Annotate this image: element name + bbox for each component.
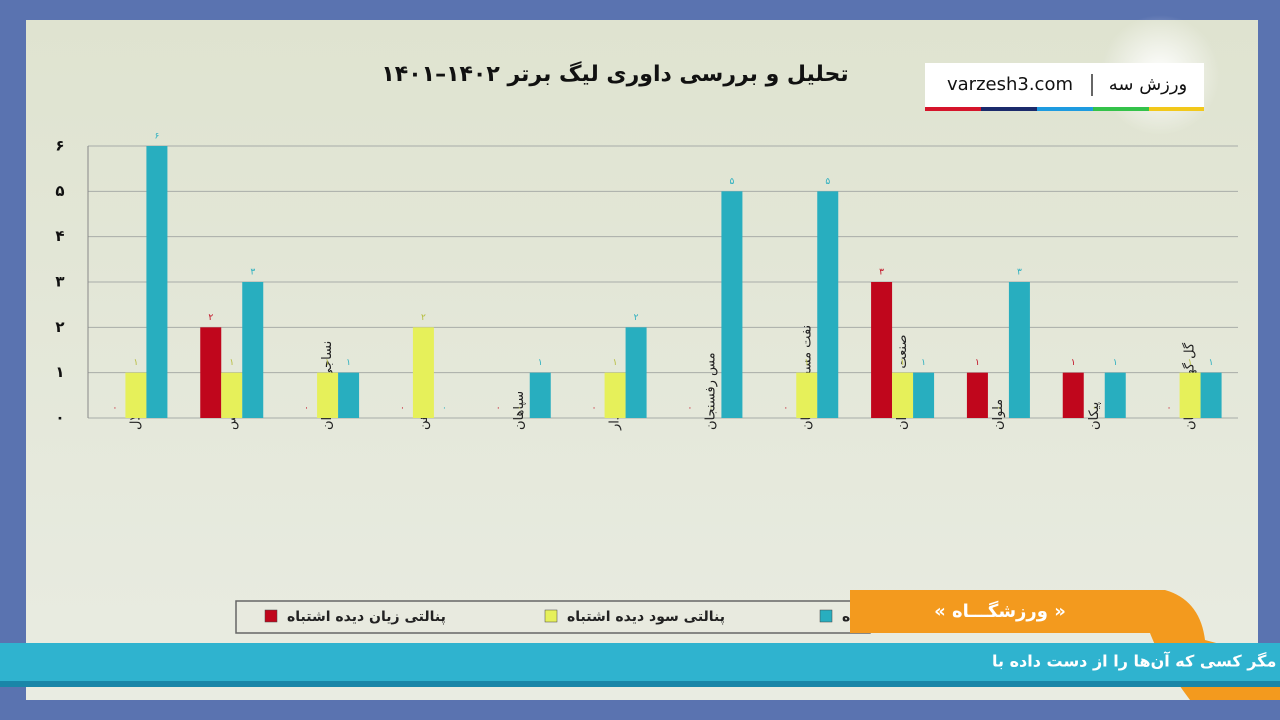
value-label: ۱ xyxy=(1188,358,1193,368)
y-tick-label: ۲ xyxy=(55,318,64,336)
logo-stripe xyxy=(1149,107,1204,111)
value-label: ۰ xyxy=(442,404,447,414)
bar xyxy=(146,146,168,418)
value-label: ۱ xyxy=(229,358,234,368)
legend-label: پنالتی سود دیده اشتباه xyxy=(567,609,725,625)
value-label: ۱ xyxy=(975,358,980,368)
logo-stripe xyxy=(1093,107,1149,111)
value-label: ۰ xyxy=(592,404,597,414)
value-label: ۰ xyxy=(996,404,1001,414)
x-tick-label: ملوان xyxy=(991,399,1006,430)
y-tick-label: ۶ xyxy=(55,137,64,155)
value-label: ۰ xyxy=(708,404,713,414)
legend-swatch xyxy=(544,609,558,623)
value-label: ۳ xyxy=(250,268,255,278)
logo-stripe xyxy=(981,107,1037,111)
value-label: ۱ xyxy=(921,358,926,368)
value-label: ۱ xyxy=(325,358,330,368)
legend-swatch xyxy=(819,609,833,623)
bar xyxy=(604,372,626,418)
bar xyxy=(412,327,434,418)
value-label: ۲ xyxy=(634,313,639,323)
value-label: ۱ xyxy=(538,358,543,368)
logo-name: ورزش سه xyxy=(1109,74,1188,95)
bar xyxy=(125,372,147,418)
logo-stripe xyxy=(1037,107,1093,111)
value-label: ۰ xyxy=(1167,404,1172,414)
value-label: ۰ xyxy=(304,404,309,414)
bar xyxy=(892,372,914,418)
bar xyxy=(338,372,360,418)
value-label: ۰ xyxy=(400,404,405,414)
y-tick-label: ۱ xyxy=(55,363,64,381)
bar xyxy=(625,327,647,418)
ticker-edge xyxy=(0,681,1280,687)
value-label: ۰ xyxy=(496,404,501,414)
legend-swatch xyxy=(264,609,278,623)
bar xyxy=(796,372,818,418)
bar xyxy=(1200,372,1222,418)
bar xyxy=(871,282,893,418)
x-tick-label: مس رفسنجان xyxy=(703,352,718,430)
value-label: ۱ xyxy=(900,358,905,368)
x-tick-label: سپاهان xyxy=(512,391,527,430)
value-label: ۰ xyxy=(687,404,692,414)
value-label: ۱ xyxy=(133,358,138,368)
ticker-text: امام علی علیه السلام: دو نعمت است که ارز… xyxy=(992,651,1280,671)
value-label: ۱ xyxy=(1209,358,1214,368)
value-label: ۵ xyxy=(729,177,734,187)
y-tick-label: ۰ xyxy=(55,409,64,427)
value-label: ۲ xyxy=(208,313,213,323)
legend: پنالتی زیان دیده اشتباه پنالتی سود دیده ا… xyxy=(264,609,857,625)
bar xyxy=(242,282,264,418)
bar xyxy=(721,191,743,418)
value-label: ۱ xyxy=(804,358,809,368)
bar xyxy=(1062,372,1084,418)
value-label: ۳ xyxy=(1017,268,1022,278)
logo-stripe xyxy=(925,107,981,111)
value-label: ۶ xyxy=(154,132,159,142)
y-tick-label: ۵ xyxy=(55,182,64,200)
bar xyxy=(200,327,222,418)
value-label: ۲ xyxy=(421,313,426,323)
value-label: ۰ xyxy=(112,404,117,414)
bar xyxy=(1104,372,1126,418)
y-tick-label: ۳ xyxy=(55,273,64,291)
program-title: « ورزشگـــاه » xyxy=(934,600,1066,622)
value-label: ۵ xyxy=(825,177,830,187)
x-tick-label: پیکان xyxy=(1087,401,1102,430)
value-label: ۳ xyxy=(879,268,884,278)
value-label: ۰ xyxy=(517,404,522,414)
value-label: ۱ xyxy=(613,358,618,368)
value-label: ۱ xyxy=(1113,358,1118,368)
bar xyxy=(913,372,935,418)
value-label: ۱ xyxy=(346,358,351,368)
bar xyxy=(317,372,339,418)
chart-title: تحلیل و بررسی داوری لیگ برتر ۱۴۰۲–۱۴۰۱ xyxy=(381,60,848,87)
bar xyxy=(221,372,243,418)
bar xyxy=(817,191,839,418)
bar xyxy=(529,372,551,418)
bar xyxy=(1179,372,1201,418)
logo-site: varzesh3.com xyxy=(947,74,1073,95)
legend-label: پنالتی زیان دیده اشتباه xyxy=(287,609,446,625)
value-label: ۱ xyxy=(1071,358,1076,368)
logo-box xyxy=(925,63,1204,107)
value-label: ۰ xyxy=(783,404,788,414)
value-label: ۰ xyxy=(1092,404,1097,414)
bar xyxy=(1008,282,1030,418)
ticker-bar xyxy=(0,643,1280,681)
plot: ۰۱۲۳۴۵۶استقلال۰۱۶پرسپولیس۲۱۳نساجی مازندر… xyxy=(55,132,1238,431)
y-tick-label: ۴ xyxy=(55,227,64,245)
bar xyxy=(966,372,988,418)
